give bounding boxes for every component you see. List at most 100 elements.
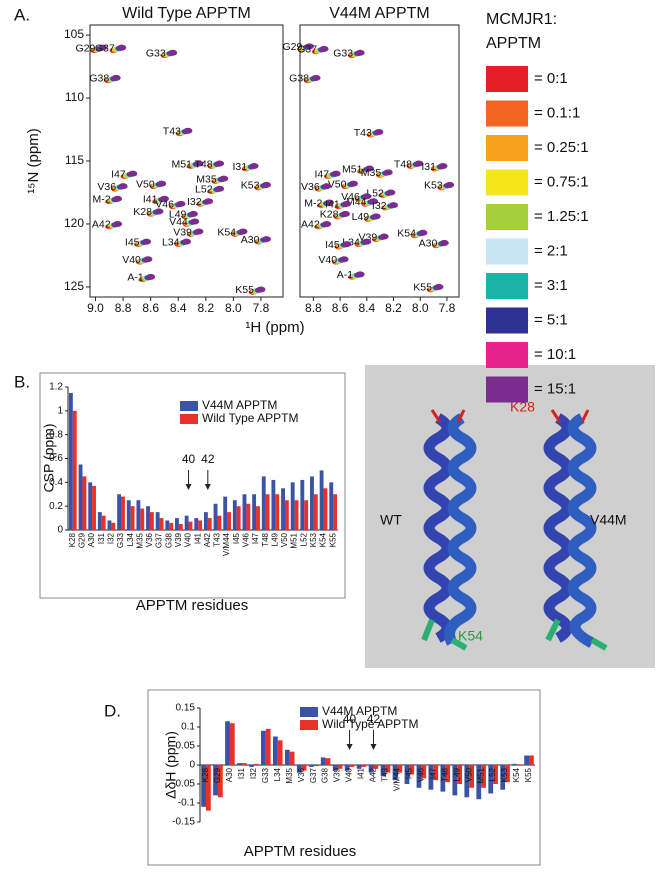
structure-label: K54 bbox=[458, 628, 483, 644]
bar bbox=[165, 520, 170, 530]
peak bbox=[362, 238, 372, 245]
peak-label: L52 bbox=[195, 183, 213, 195]
peak-label: K55 bbox=[235, 284, 254, 296]
bar bbox=[140, 508, 145, 530]
plot-frame bbox=[299, 24, 460, 298]
peak bbox=[159, 195, 169, 202]
peak-label: T43 bbox=[354, 127, 372, 139]
legend-swatch bbox=[486, 273, 528, 299]
x-tick-label: 8.4 bbox=[358, 301, 375, 315]
x-tick-label: 8.6 bbox=[142, 301, 159, 315]
bar bbox=[320, 757, 326, 765]
bar bbox=[246, 503, 251, 530]
peak-label: V40 bbox=[318, 254, 337, 266]
bar bbox=[332, 765, 338, 771]
peak-label: A42 bbox=[301, 219, 320, 231]
peak bbox=[190, 218, 200, 225]
y-tick-label: 0 bbox=[57, 525, 63, 536]
peak-label: L34 bbox=[162, 236, 180, 248]
x-tick-label: I41 bbox=[357, 767, 366, 779]
y-tick-label: 0.8 bbox=[49, 429, 63, 440]
x-tick-label: G33 bbox=[116, 532, 125, 548]
structure-panel: K28 WT V44M K54 bbox=[365, 365, 655, 668]
legend-label: = 0.75:1 bbox=[534, 173, 589, 190]
x-tick-label: I31 bbox=[97, 532, 106, 544]
x-tick-label: I32 bbox=[249, 767, 258, 779]
bar bbox=[249, 765, 254, 767]
bar bbox=[188, 521, 193, 530]
peak bbox=[364, 165, 374, 172]
x-tick-label: I47 bbox=[251, 532, 260, 544]
bar bbox=[217, 515, 222, 530]
peak bbox=[379, 233, 389, 240]
x-tick-label: I47 bbox=[428, 767, 437, 779]
chart-title: V44M APPTM bbox=[329, 5, 429, 22]
peak bbox=[439, 239, 449, 246]
bar bbox=[349, 765, 355, 767]
peak bbox=[322, 220, 332, 227]
peak-label: A42 bbox=[92, 219, 111, 231]
peak bbox=[434, 283, 444, 290]
peak-label: L49 bbox=[169, 209, 187, 221]
y-axis-label: CSP (ppm) bbox=[41, 424, 57, 493]
x-tick-label: K54 bbox=[512, 767, 521, 782]
bar bbox=[493, 765, 498, 784]
peak-label: G38 bbox=[289, 73, 309, 85]
x-tick-label: 7.8 bbox=[439, 301, 456, 315]
bar bbox=[428, 765, 434, 790]
x-tick-label: L49 bbox=[452, 767, 461, 781]
bar bbox=[92, 485, 96, 530]
y-axis-label: ¹⁵N (ppm) bbox=[25, 128, 42, 193]
x-tick-label: G38 bbox=[164, 532, 173, 548]
legend-label: Wild Type APPTM bbox=[202, 411, 298, 425]
helix bbox=[423, 413, 453, 643]
y-tick-label: -0.05 bbox=[172, 779, 195, 790]
peak bbox=[304, 43, 314, 50]
peak-label: A-1 bbox=[337, 269, 354, 281]
bar bbox=[397, 765, 403, 773]
peak-label: I47 bbox=[111, 168, 126, 180]
x-tick-label: 8.0 bbox=[225, 301, 242, 315]
peak-label: V46 bbox=[155, 199, 174, 211]
annotation-arrowhead bbox=[204, 484, 211, 490]
x-tick-label: V39 bbox=[174, 532, 183, 547]
bar bbox=[107, 520, 112, 530]
y-tick-label: 0.05 bbox=[176, 741, 196, 752]
x-tick-label: V50 bbox=[464, 767, 473, 782]
peak-label: V36 bbox=[301, 181, 320, 193]
x-tick-label: K53 bbox=[500, 767, 509, 782]
bar bbox=[213, 503, 218, 530]
peak bbox=[188, 210, 198, 217]
bar bbox=[265, 494, 270, 530]
bar bbox=[159, 518, 164, 530]
x-tick-label: V36 bbox=[145, 532, 154, 547]
bar bbox=[457, 765, 463, 784]
x-tick-label: L52 bbox=[488, 767, 497, 781]
x-tick-label: L52 bbox=[299, 532, 308, 546]
x-axis-label: ¹H (ppm) bbox=[245, 319, 304, 336]
bar bbox=[252, 494, 257, 530]
bar bbox=[213, 765, 218, 796]
legend-label: = 1.25:1 bbox=[534, 208, 589, 225]
bar bbox=[421, 765, 427, 779]
x-tick-label: 8.8 bbox=[115, 301, 132, 315]
bar bbox=[344, 765, 350, 771]
y-tick-label: 120 bbox=[64, 216, 84, 230]
x-axis-label: APPTM residues bbox=[136, 597, 249, 614]
bar bbox=[229, 723, 235, 765]
bar bbox=[136, 500, 141, 530]
legend-swatch bbox=[486, 376, 528, 403]
legend-label: V44M APPTM bbox=[322, 704, 397, 718]
bar bbox=[416, 765, 422, 788]
bar bbox=[281, 488, 285, 530]
peak bbox=[118, 183, 128, 190]
legend-label: = 2:1 bbox=[534, 242, 568, 259]
bar bbox=[301, 765, 307, 771]
structure-label: V44M bbox=[590, 512, 627, 528]
bar bbox=[256, 506, 260, 530]
x-tick-label: L34 bbox=[126, 532, 135, 546]
legend-swatch bbox=[486, 204, 528, 230]
peak bbox=[389, 202, 399, 209]
peak-label: I47 bbox=[314, 168, 329, 180]
peak-label: V46 bbox=[341, 191, 360, 203]
